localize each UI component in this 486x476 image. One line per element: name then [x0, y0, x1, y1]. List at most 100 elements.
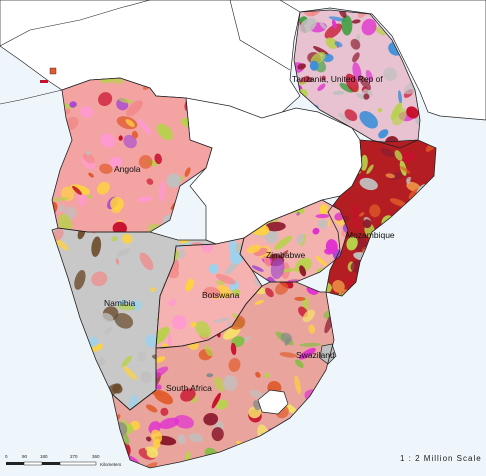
geology-unit: [166, 173, 181, 188]
geology-unit: [415, 221, 421, 228]
geology-unit: [185, 278, 194, 292]
geology-unit: [359, 177, 378, 191]
geology-unit: [138, 462, 158, 468]
geology-unit: [206, 373, 214, 378]
label-namibia: Namibia: [104, 298, 135, 308]
geology-unit: [72, 185, 82, 195]
geology-unit: [308, 324, 316, 334]
geology-unit: [160, 407, 169, 416]
geology-unit: [140, 371, 152, 384]
geology-unit: [228, 458, 240, 466]
geology-unit: [394, 150, 403, 161]
geology-unit: [324, 23, 343, 39]
geology-unit: [418, 213, 433, 220]
geology-unit: [54, 336, 70, 352]
geology-unit: [121, 355, 132, 368]
geology-unit: [195, 320, 211, 338]
geology-unit: [156, 384, 162, 390]
geology-unit: [228, 357, 241, 372]
label-swaziland: Swaziland: [296, 350, 335, 360]
geology-unit: [264, 287, 274, 298]
geology-unit: [384, 286, 398, 296]
geology-unit: [125, 119, 135, 127]
geology-unit: [294, 375, 302, 395]
geology-unit: [380, 147, 395, 158]
geology-unit: [63, 348, 76, 361]
neighbor-border: [0, 0, 301, 105]
geology-unit: [112, 425, 119, 437]
geology-unit: [104, 326, 113, 335]
coast-marker-north: [49, 67, 57, 75]
geology-unit: [211, 392, 221, 409]
geology-unit: [176, 198, 191, 213]
geology-unit: [112, 384, 123, 394]
geology-unit: [297, 63, 307, 70]
geology-unit: [213, 376, 226, 392]
geology-unit: [123, 366, 138, 381]
geology-unit: [341, 15, 353, 36]
geology-unit: [52, 196, 69, 202]
geology-unit: [297, 432, 305, 440]
scale-tick-1: 90: [22, 454, 28, 459]
geology-unit: [274, 235, 293, 250]
coast-marker-west: [40, 80, 48, 83]
geology-unit: [118, 135, 123, 141]
geology-unit: [280, 332, 293, 343]
scale-tick-3: 270: [70, 454, 78, 459]
country-borders: [51, 9, 437, 469]
scale-bar: 0 90 180 270 360 Kilometers: [5, 454, 122, 467]
geology-unit: [91, 271, 108, 287]
geology-unit: [413, 115, 420, 133]
geology-unit: [309, 397, 319, 408]
geology-unit: [309, 60, 319, 71]
geology-unit: [389, 198, 407, 207]
geology-unit: [116, 248, 131, 257]
geology-unit: [52, 228, 64, 241]
geology-unit: [223, 326, 241, 340]
geology-unit: [269, 435, 282, 447]
geology-unit: [158, 181, 166, 202]
geology-unit: [410, 274, 419, 284]
geology-unit: [109, 156, 123, 168]
geology-unit: [296, 211, 301, 216]
geology-unit: [383, 67, 398, 82]
scale-ratio: 1 : 2 Million Scale: [400, 454, 482, 463]
geology-unit: [171, 214, 176, 231]
geology-unit: [167, 334, 172, 348]
geology-unit: [317, 83, 326, 92]
geology-unit: [275, 282, 289, 295]
geology-unit: [69, 392, 78, 403]
geology-unit: [398, 90, 402, 104]
geology-unit: [88, 172, 94, 178]
geology-unit: [352, 204, 360, 218]
geology-unit: [249, 389, 264, 399]
geology-unit: [131, 130, 139, 139]
geology-unit: [137, 119, 152, 136]
geology-unit: [270, 258, 285, 280]
geology-unit: [362, 219, 372, 229]
geology-unit: [146, 447, 159, 459]
geology-unit: [230, 342, 237, 356]
geology-unit: [146, 404, 158, 413]
geology-unit: [263, 255, 271, 267]
geology-unit: [352, 52, 360, 63]
geology-unit: [399, 166, 411, 174]
geology-unit: [96, 181, 110, 195]
geology-unit: [366, 164, 374, 175]
geology-unit: [414, 229, 426, 248]
geology-unit: [146, 178, 154, 185]
geology-unit: [111, 236, 118, 242]
geology-unit: [184, 229, 192, 232]
geology-unit: [377, 108, 383, 113]
geology-unit: [59, 204, 65, 212]
geology-unit: [358, 75, 371, 91]
geology-unit: [291, 447, 313, 460]
geology-unit: [327, 220, 331, 227]
geology-unit: [344, 109, 358, 122]
geology-unit: [361, 18, 377, 36]
geology-unit: [265, 230, 279, 244]
geology-unit: [363, 93, 370, 100]
geology-unit: [255, 371, 261, 378]
geology-unit: [359, 111, 378, 129]
geology-unit: [101, 312, 114, 323]
